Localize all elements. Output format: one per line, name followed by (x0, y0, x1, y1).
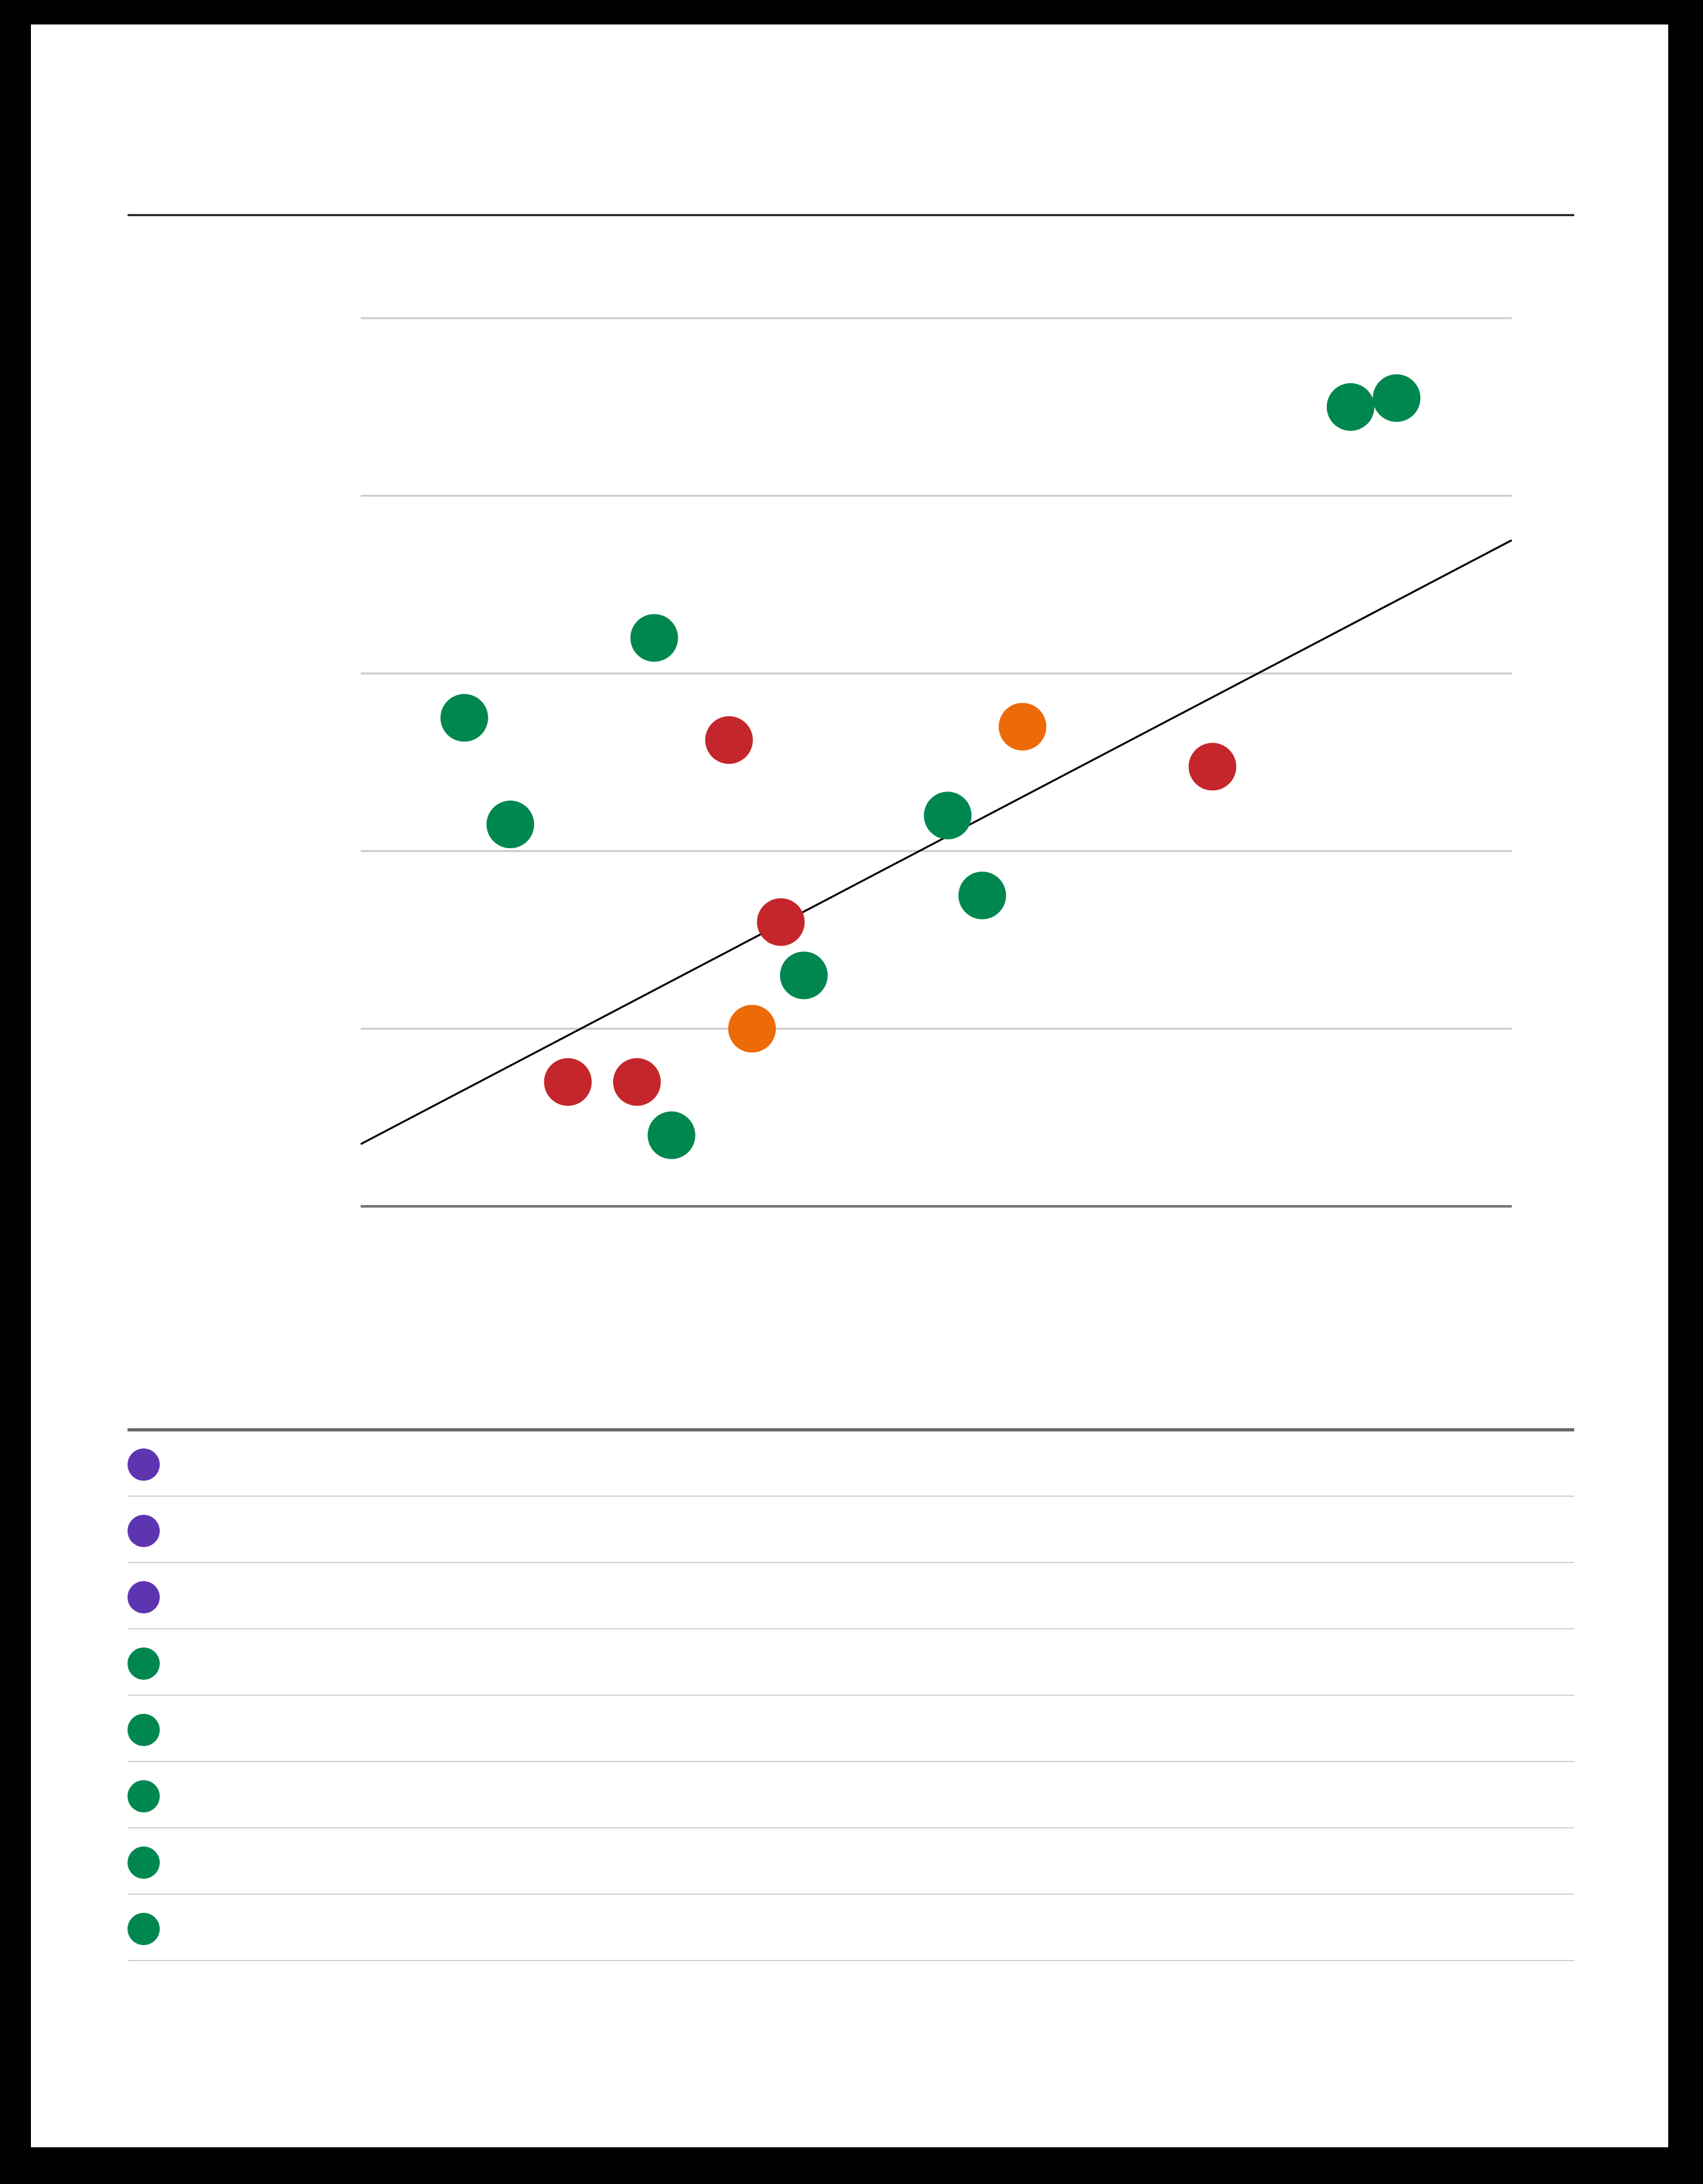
data-point-s0-3 (647, 1111, 696, 1159)
legend-swatch (128, 1647, 160, 1680)
legend-divider (128, 1562, 1574, 1563)
page (31, 24, 1668, 2147)
grid-lines (361, 317, 1512, 1208)
trendline-line (360, 539, 1512, 1145)
legend-divider (128, 1827, 1574, 1828)
data-point-s0-8 (1373, 374, 1421, 423)
data-point-s1-4 (1188, 743, 1237, 791)
data-point-s2-1 (998, 703, 1047, 751)
legend-swatch (128, 1581, 160, 1613)
data-point-s0-1 (486, 801, 535, 849)
legend-divider (128, 1894, 1574, 1895)
data-point-s1-0 (544, 1058, 592, 1106)
legend-swatch (128, 1913, 160, 1945)
data-point-s1-2 (705, 716, 753, 764)
legend-divider (128, 1695, 1574, 1696)
legend-swatch (128, 1515, 160, 1547)
data-point-s0-7 (1326, 383, 1375, 431)
legend-item (128, 1564, 1574, 1629)
data-point-s1-3 (757, 898, 805, 946)
data-point-s0-0 (440, 694, 488, 742)
data-point-s0-5 (924, 792, 972, 840)
data-point-s1-1 (613, 1058, 661, 1106)
scatter-chart (128, 214, 1574, 1432)
legend-item (128, 1829, 1574, 1895)
legend-swatch (128, 1847, 160, 1879)
legend-swatch (128, 1714, 160, 1746)
legend-divider (128, 1960, 1574, 1961)
legend-divider (128, 1628, 1574, 1629)
legend-item (128, 1696, 1574, 1762)
data-point-s0-4 (779, 951, 828, 1000)
data-point-s2-0 (728, 1005, 776, 1053)
data-point-s0-2 (630, 614, 678, 662)
legend-swatch (128, 1780, 160, 1812)
legend-swatch (128, 1448, 160, 1481)
legend-item (128, 1895, 1574, 1961)
legend-item (128, 1630, 1574, 1696)
legend-divider (128, 1761, 1574, 1762)
legend-item (128, 1431, 1574, 1497)
legend-divider (128, 1496, 1574, 1497)
data-point-s0-6 (958, 871, 1006, 920)
data-points (440, 374, 1421, 1159)
trendline (360, 539, 1512, 1145)
legend-item (128, 1763, 1574, 1828)
legend-item (128, 1497, 1574, 1563)
